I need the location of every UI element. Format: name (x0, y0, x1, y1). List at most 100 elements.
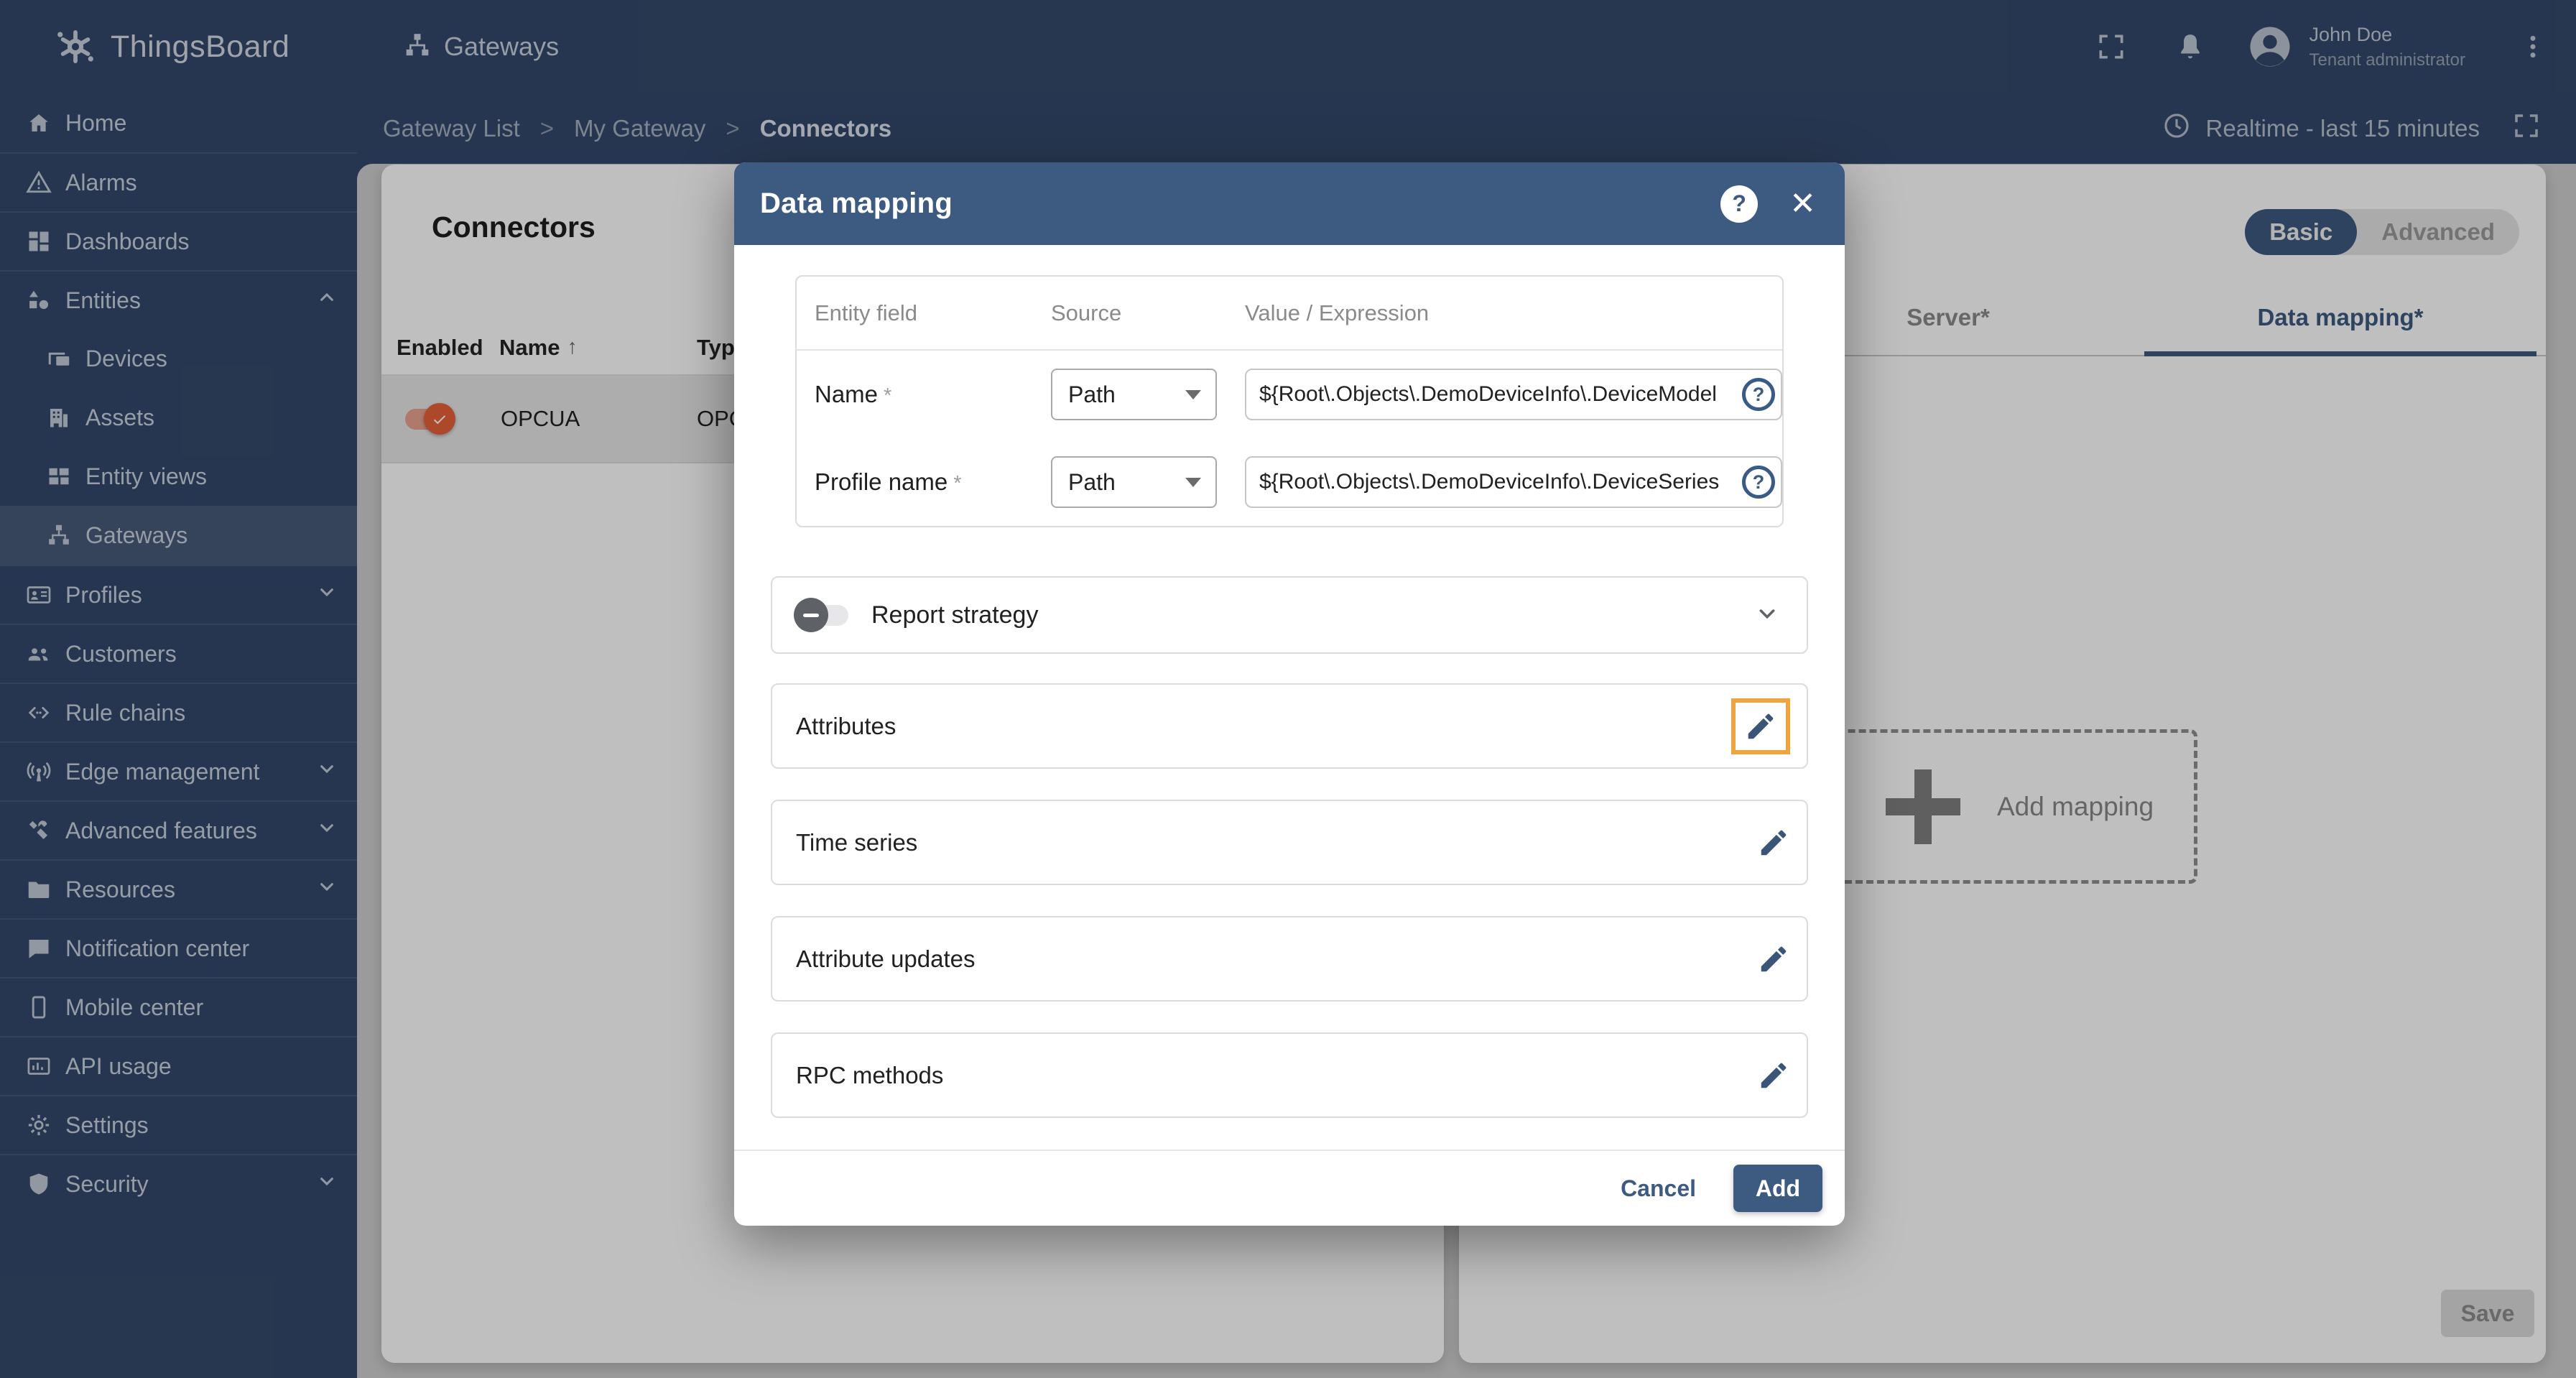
chevron-down-icon (315, 875, 338, 904)
timewindow-label: Realtime - last 15 minutes (2205, 115, 2480, 142)
topbar-actions: John Doe Tenant administrator (2095, 23, 2576, 70)
brand[interactable]: ThingsBoard (0, 26, 357, 68)
sidebar-item-alarms[interactable]: Alarms (0, 152, 357, 211)
sort-arrow-icon: ↑ (567, 336, 578, 359)
config-tabbar: Server* Data mapping* (1459, 279, 2546, 356)
edit-rpc-methods-pencil-icon[interactable] (1757, 1059, 1790, 1092)
sidebar-item-advanced-features[interactable]: Advanced features (0, 800, 357, 859)
field-help-icon[interactable]: ? (1742, 466, 1775, 499)
attribute-updates-section: Attribute updates (771, 916, 1808, 1002)
attributes-section: Attributes (771, 683, 1808, 769)
column-name-sortable[interactable]: Name ↑ (499, 334, 578, 360)
toggle-knob-check-icon (424, 403, 455, 435)
avatar[interactable] (2246, 23, 2294, 70)
attribute-updates-label: Attribute updates (796, 945, 976, 972)
chevron-down-icon (315, 581, 338, 609)
user-info[interactable]: John Doe Tenant administrator (2309, 24, 2465, 70)
edit-attributes-pencil-icon[interactable] (1744, 710, 1777, 743)
value-expression-input-profile-name[interactable]: ${Root\.Objects\.DemoDeviceInfo\.DeviceS… (1245, 456, 1782, 508)
people-icon (24, 639, 53, 668)
thingsboard-logo-icon (55, 26, 96, 68)
sidebar-item-mobile-center[interactable]: Mobile center (0, 977, 357, 1036)
user-name: John Doe (2309, 23, 2393, 45)
sidebar-item-notification-center[interactable]: Notification center (0, 918, 357, 977)
sidebar-item-dashboards[interactable]: Dashboards (0, 211, 357, 270)
chevron-down-icon (315, 1170, 338, 1198)
topbar: ThingsBoard Gateways John Doe (0, 0, 2576, 93)
home-icon (24, 108, 53, 137)
sidebar-item-home[interactable]: Home (0, 93, 357, 152)
edit-attribute-updates-pencil-icon[interactable] (1757, 943, 1790, 976)
save-button[interactable]: Save (2441, 1290, 2534, 1337)
focused-edit-ring (1731, 698, 1790, 754)
kebab-menu-icon[interactable] (2519, 32, 2547, 61)
add-mapping-button[interactable]: Add mapping (1712, 729, 2197, 884)
close-icon[interactable]: ✕ (1789, 185, 1816, 221)
dialog-title: Data mapping (760, 188, 953, 219)
connector-enabled-toggle[interactable] (404, 402, 455, 435)
source-select-profile-name[interactable]: Path (1051, 456, 1217, 508)
breadcrumb-gateway-list[interactable]: Gateway List (383, 115, 520, 142)
breadcrumb: Gateway List > My Gateway > Connectors (383, 115, 891, 142)
mode-basic[interactable]: Basic (2245, 209, 2358, 255)
required-mark: * (884, 384, 892, 407)
field-help-icon[interactable]: ? (1742, 378, 1775, 411)
report-strategy-panel[interactable]: Report strategy (771, 576, 1808, 654)
report-strategy-toggle[interactable] (794, 598, 850, 632)
chart-card-icon (24, 1052, 53, 1081)
help-icon[interactable]: ? (1720, 185, 1759, 223)
cancel-button[interactable]: Cancel (1621, 1175, 1696, 1201)
sidebar-item-gateways[interactable]: Gateways (0, 506, 357, 565)
brand-name: ThingsBoard (111, 29, 290, 64)
sidebar-item-api-usage[interactable]: API usage (0, 1036, 357, 1095)
toggle-knob-minus-icon (794, 598, 828, 632)
value-expression-input-name[interactable]: ${Root\.Objects\.DemoDeviceInfo\.DeviceM… (1245, 369, 1782, 420)
chevron-down-icon[interactable] (1753, 600, 1781, 631)
sidebar-item-resources[interactable]: Resources (0, 859, 357, 918)
chevron-down-icon (315, 816, 338, 845)
sidebar: Home Alarms Dashboards Entities Devices … (0, 93, 357, 1378)
sidebar-item-customers[interactable]: Customers (0, 624, 357, 683)
phone-icon (24, 993, 53, 1022)
dialog-body: Entity field Source Value / Expression N… (734, 245, 1845, 1150)
entities-shapes-icon (24, 286, 53, 315)
clock-icon (2162, 111, 2192, 147)
tab-server[interactable]: Server* (1906, 303, 1990, 330)
fullscreen-icon[interactable] (2095, 31, 2127, 63)
source-select-name[interactable]: Path (1051, 369, 1217, 420)
folder-icon (24, 875, 53, 904)
column-enabled: Enabled (397, 334, 483, 360)
entity-field-table: Entity field Source Value / Expression N… (795, 275, 1784, 527)
add-mapping-label: Add mapping (1997, 791, 2154, 821)
plus-icon (1886, 769, 1960, 844)
antenna-icon (24, 757, 53, 786)
breadcrumb-separator: > (726, 115, 740, 142)
sidebar-item-rule-chains[interactable]: Rule chains (0, 683, 357, 741)
mode-advanced[interactable]: Advanced (2381, 218, 2495, 245)
dialog-header: Data mapping ? ✕ (734, 162, 1845, 245)
entity-field-table-head: Entity field Source Value / Expression (797, 277, 1782, 351)
fullscreen-icon[interactable] (2511, 111, 2542, 147)
add-button[interactable]: Add (1733, 1165, 1822, 1212)
sidebar-item-settings[interactable]: Settings (0, 1095, 357, 1154)
rpc-methods-section: RPC methods (771, 1032, 1808, 1118)
timewindow[interactable]: Realtime - last 15 minutes (2162, 111, 2542, 147)
header-source: Source (1051, 300, 1122, 325)
sidebar-item-entities[interactable]: Entities (0, 270, 357, 329)
sidebar-item-devices[interactable]: Devices (0, 329, 357, 388)
time-series-section: Time series (771, 800, 1808, 885)
field-label-name: Name * (815, 381, 892, 407)
sidebar-item-assets[interactable]: Assets (0, 388, 357, 447)
edit-time-series-pencil-icon[interactable] (1757, 826, 1790, 859)
rpc-methods-label: RPC methods (796, 1061, 944, 1088)
sidebar-item-security[interactable]: Security (0, 1154, 357, 1213)
select-caret-icon (1185, 389, 1201, 399)
select-caret-icon (1185, 477, 1201, 487)
sidebar-item-edge-management[interactable]: Edge management (0, 741, 357, 800)
connectors-title: Connectors (432, 211, 596, 244)
notifications-bell-icon[interactable] (2174, 31, 2206, 63)
tab-data-mapping[interactable]: Data mapping* (2257, 303, 2424, 330)
sidebar-item-entity-views[interactable]: Entity views (0, 447, 357, 506)
breadcrumb-my-gateway[interactable]: My Gateway (574, 115, 706, 142)
sidebar-item-profiles[interactable]: Profiles (0, 565, 357, 624)
